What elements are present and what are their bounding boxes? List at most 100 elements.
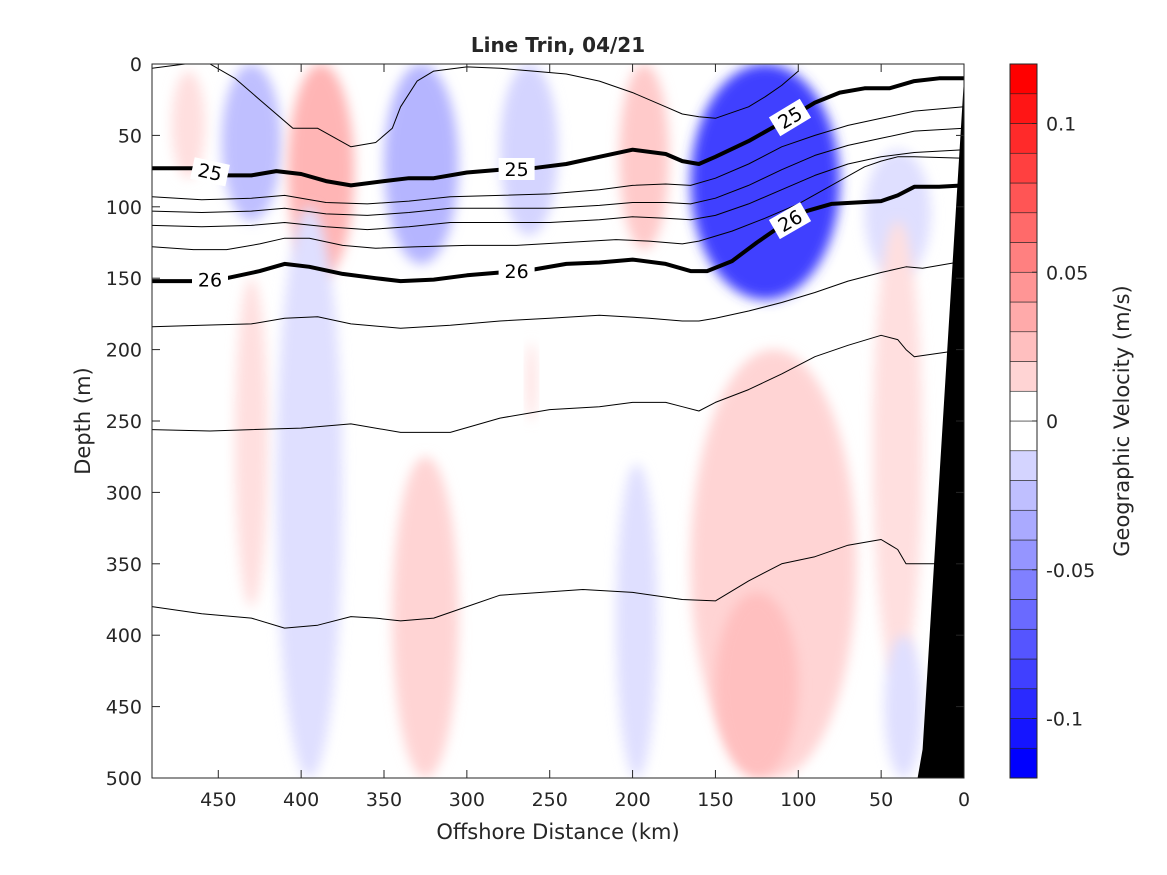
- x-tick-label: 400: [283, 789, 319, 811]
- isopycnal-line-thin-6: [152, 156, 964, 251]
- x-tick-label: 350: [366, 789, 402, 811]
- velocity-patch-blue-deep-30: [884, 635, 923, 778]
- isopycnal-line-thin-8: [152, 334, 964, 433]
- velocity-field: [171, 64, 931, 778]
- x-axis: 450 400 350 300 250 200 150 100 50 0: [200, 64, 970, 811]
- x-tick-label: 150: [697, 789, 733, 811]
- colorbar-level: [1009, 539, 1038, 571]
- colorbar-level: [1009, 331, 1038, 362]
- y-tick-label: 500: [106, 768, 142, 790]
- colorbar-level: [1009, 420, 1038, 452]
- colorbar-level: [1009, 658, 1038, 690]
- isopycnal-line-25: [152, 76, 964, 188]
- colorbar-level: [1009, 450, 1038, 481]
- bathymetry-slope: [917, 78, 964, 778]
- velocity-patch-pink-465: [171, 71, 206, 179]
- x-axis-label: Offshore Distance (km): [436, 820, 679, 844]
- x-tick-label: 250: [532, 789, 568, 811]
- colorbar-tick-label: 0: [1046, 411, 1058, 433]
- colorbar-level: [1009, 569, 1038, 600]
- colorbar-level: [1009, 242, 1038, 273]
- colorbar-level: [1009, 63, 1038, 95]
- colorbar-label: Geographic Velocity (m/s): [1110, 285, 1134, 556]
- isopycnal-contours: [152, 64, 964, 629]
- colorbar-tick-label: -0.1: [1046, 709, 1083, 731]
- colorbar-level: [1009, 152, 1038, 184]
- contour-label-text: 25: [505, 159, 529, 181]
- y-axis: 0 50 100 150 200 250 300 350 400 450 500: [106, 54, 964, 790]
- y-tick-label: 350: [106, 554, 142, 576]
- isopycnal-line-thin-3: [152, 127, 964, 216]
- y-tick-label: 100: [106, 197, 142, 219]
- y-tick-label: 150: [106, 268, 142, 290]
- contour-label-25-1: 25: [498, 158, 535, 181]
- velocity-patch-pink-200: [619, 64, 670, 250]
- contour-label-bg: [768, 202, 812, 240]
- velocity-patch-pink-260: [526, 342, 537, 422]
- x-tick-label: 50: [869, 789, 893, 811]
- colorbar-level: [1009, 509, 1038, 541]
- y-tick-label: 250: [106, 411, 142, 433]
- contour-label-bg: [768, 98, 812, 137]
- contour-label-text: 26: [505, 261, 529, 283]
- isopycnal-line-26: [152, 183, 964, 284]
- velocity-patch-pink-425: [234, 278, 268, 607]
- contour-label-26-1: 26: [498, 260, 535, 283]
- velocity-patch-blue-265: [500, 64, 558, 236]
- y-tick-label: 0: [130, 54, 142, 76]
- colorbar-level: [1009, 480, 1038, 511]
- x-tick-label: 0: [958, 789, 970, 811]
- contour-label-text: 26: [198, 270, 222, 292]
- colorbar-level: [1009, 718, 1038, 749]
- x-tick-label: 450: [200, 789, 236, 811]
- y-tick-label: 450: [106, 697, 142, 719]
- velocity-patch-blue-ext-40: [864, 149, 931, 279]
- x-tick-label: 300: [449, 789, 485, 811]
- colorbar-level: [1009, 747, 1038, 779]
- contour-label-text: 25: [196, 159, 224, 186]
- velocity-patch-blue-deep-395: [276, 206, 343, 778]
- y-tick-label: 400: [106, 625, 142, 647]
- colorbar-level: [1009, 182, 1038, 214]
- contour-label-bg: [498, 260, 535, 283]
- contour-label-25-0: 25: [190, 157, 230, 187]
- colorbar-level: [1009, 599, 1038, 630]
- colorbar-level: [1009, 212, 1038, 243]
- contour-label-bg: [498, 158, 535, 180]
- colorbar-tick-label: 0.1: [1046, 114, 1076, 136]
- y-tick-label: 200: [106, 340, 142, 362]
- y-tick-label: 50: [118, 125, 142, 147]
- colorbar-tick-label: -0.05: [1046, 560, 1095, 582]
- contour-label-bg: [190, 157, 230, 187]
- contour-label-26-0: 26: [192, 268, 228, 292]
- y-tick-label: 300: [106, 482, 142, 504]
- colorbar-level: [1009, 123, 1038, 154]
- x-tick-label: 200: [614, 789, 650, 811]
- velocity-patch-blue-430: [221, 64, 282, 222]
- velocity-patch-blue-200: [616, 463, 658, 778]
- isopycnal-line-thin-7: [152, 260, 964, 329]
- colorbar-level: [1009, 271, 1038, 303]
- velocity-patch-blue-core-115: [690, 64, 840, 300]
- colorbar-level: [1009, 361, 1038, 392]
- x-tick-label: 100: [780, 789, 816, 811]
- colorbar-level: [1009, 688, 1038, 719]
- colorbar-level: [1009, 93, 1038, 124]
- chart-title: Line Trin, 04/21: [471, 33, 645, 57]
- colorbar: 0.1 0.05 0 -0.05 -0.1: [1009, 63, 1095, 779]
- isopycnal-line-thin-2: [152, 106, 964, 205]
- y-axis-label: Depth (m): [71, 367, 95, 474]
- contour-label-bg: [192, 268, 228, 291]
- colorbar-level: [1009, 390, 1038, 422]
- velocity-patch-red-deep-125: [715, 592, 799, 778]
- colorbar-level: [1009, 628, 1038, 660]
- colorbar-tick-label: 0.05: [1046, 262, 1088, 284]
- isopycnal-line-thin-9: [152, 539, 964, 629]
- velocity-patch-pink-40: [872, 221, 923, 679]
- velocity-patch-blue-330: [384, 64, 459, 264]
- isopycnal-line-thin-4: [152, 149, 964, 231]
- bathymetry-layer: [917, 78, 964, 778]
